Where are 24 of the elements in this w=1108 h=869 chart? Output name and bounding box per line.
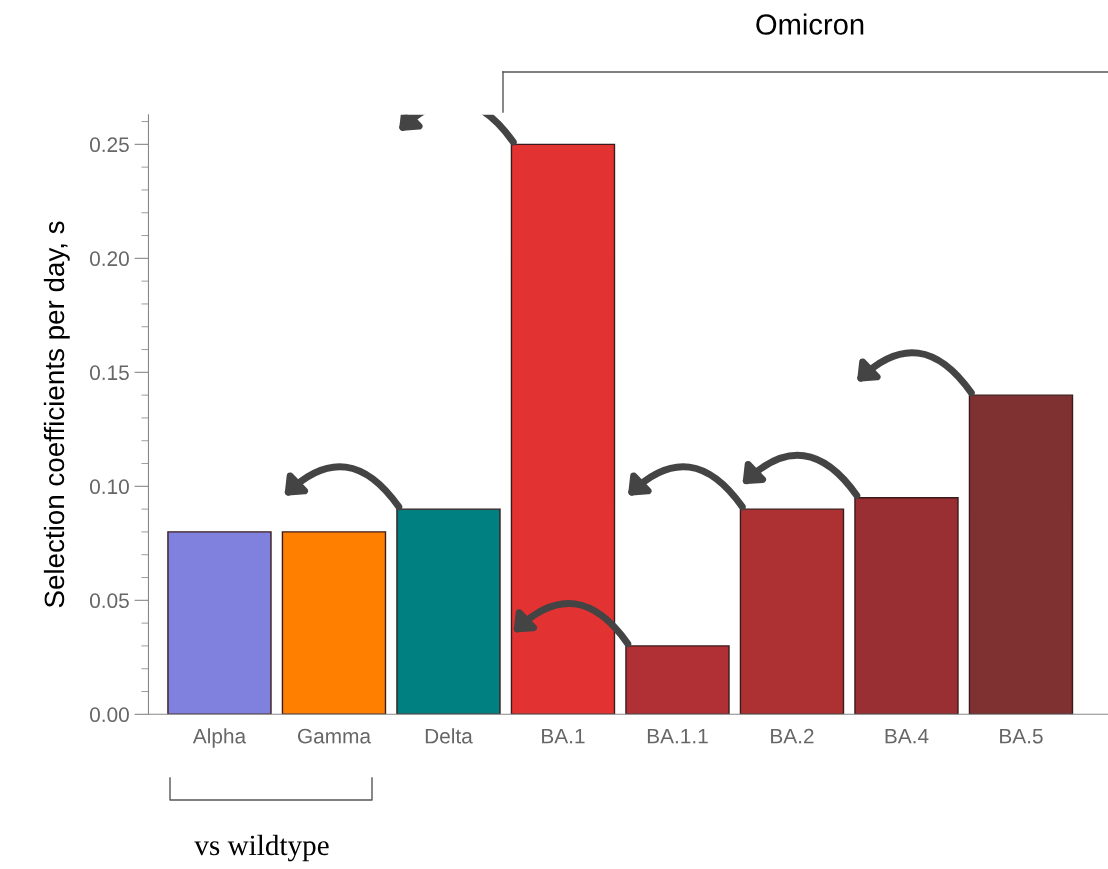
x-tick-label: BA.2 (771, 728, 814, 744)
bar (854, 497, 959, 715)
y-tick-label: 0.20 (89, 251, 129, 267)
x-tick-label: BA.4 (885, 728, 929, 744)
y-tick-label: 0.15 (89, 365, 129, 381)
x-tick-label: Gamma (297, 728, 372, 744)
bar (167, 531, 272, 715)
bar (739, 508, 845, 715)
x-tick-label: BA.1.1 (647, 728, 708, 744)
text: vs wildtype (194, 834, 329, 862)
x-tick-label: BA.5 (1000, 728, 1043, 744)
x-tick-label: Delta (425, 728, 473, 744)
x-tick-label: Alpha (192, 728, 247, 748)
y-tick-label: 0.10 (89, 479, 129, 495)
bar (396, 508, 501, 715)
bar (625, 645, 730, 715)
bar (968, 394, 1074, 715)
y-tick-label: 0.25 (89, 137, 129, 153)
bar (281, 531, 387, 715)
y-axis-title: Selection coefficients per day, s (43, 221, 70, 608)
x-tick-label: BA.1 (542, 728, 585, 744)
text: Omicron (756, 13, 864, 35)
y-tick-label: 0.00 (89, 707, 129, 723)
y-tick-label: 0.05 (89, 593, 129, 609)
